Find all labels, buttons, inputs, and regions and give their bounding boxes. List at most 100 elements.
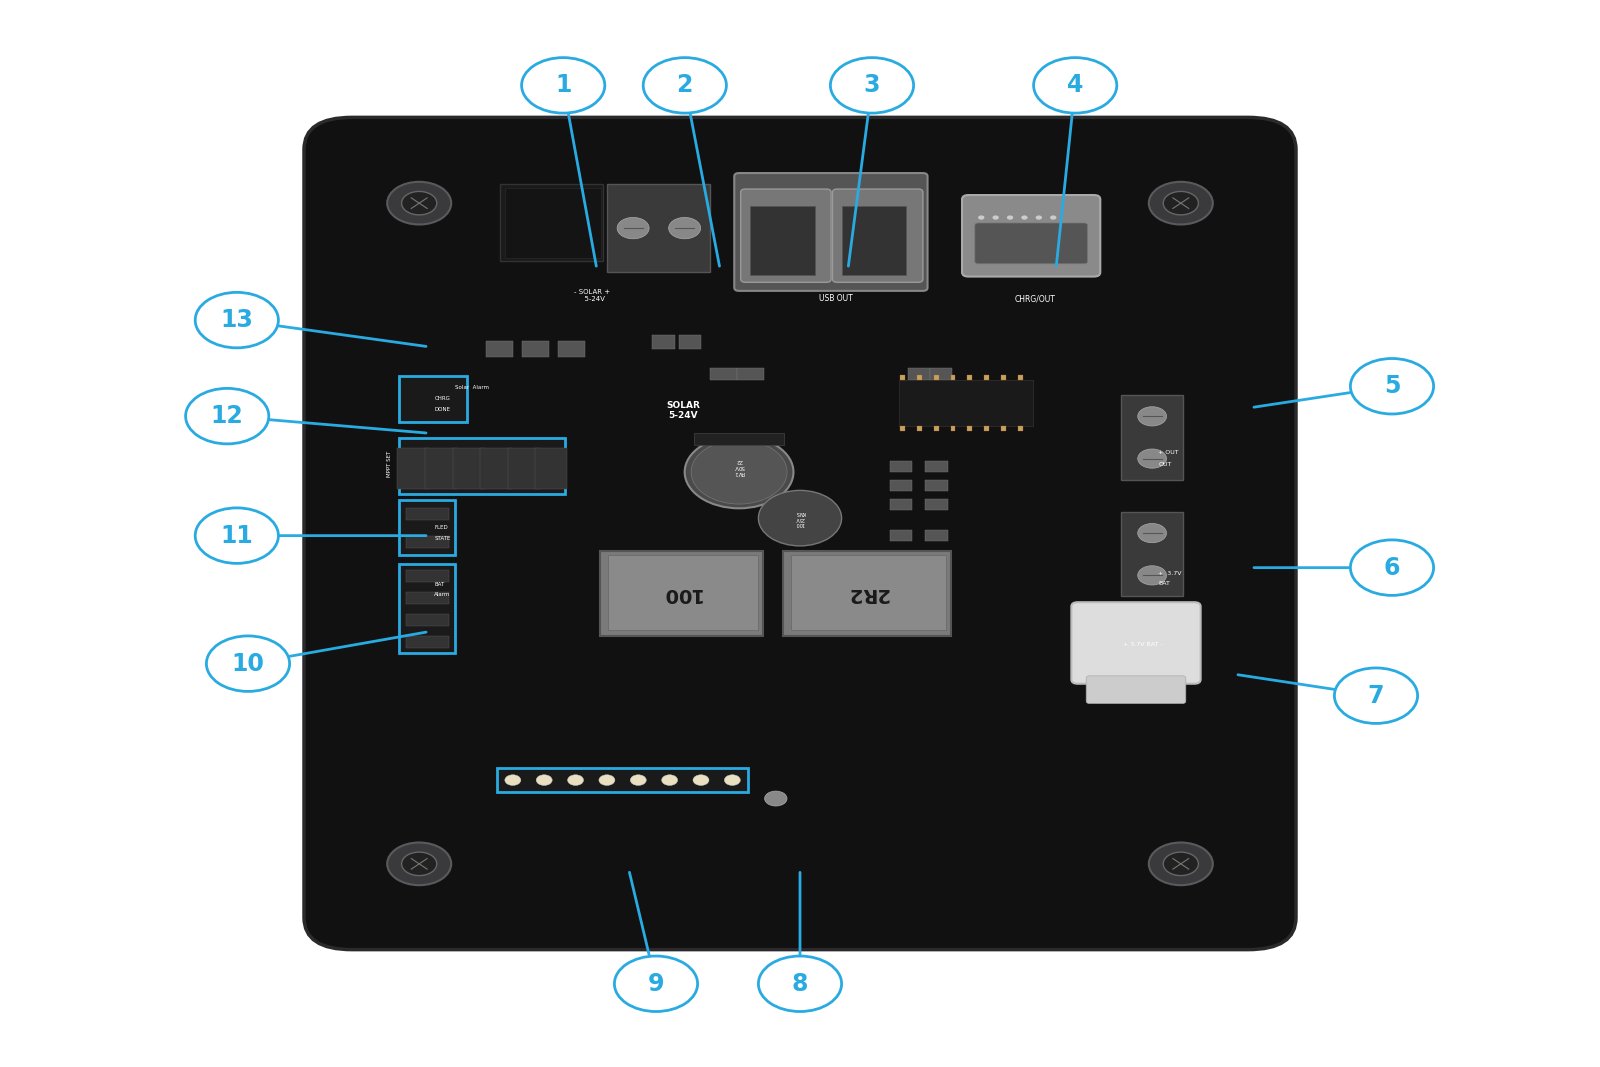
FancyBboxPatch shape — [1072, 602, 1200, 684]
Circle shape — [1138, 566, 1166, 585]
Text: BAT: BAT — [1158, 580, 1170, 586]
FancyBboxPatch shape — [917, 375, 922, 380]
Circle shape — [758, 956, 842, 1012]
FancyBboxPatch shape — [600, 551, 763, 636]
Text: 11: 11 — [221, 524, 253, 547]
Circle shape — [387, 843, 451, 886]
FancyBboxPatch shape — [984, 375, 989, 380]
FancyBboxPatch shape — [792, 555, 946, 631]
FancyBboxPatch shape — [950, 375, 955, 380]
Circle shape — [1006, 216, 1013, 220]
FancyBboxPatch shape — [968, 375, 973, 380]
FancyBboxPatch shape — [400, 499, 454, 555]
Circle shape — [598, 775, 614, 785]
Circle shape — [992, 216, 998, 220]
Circle shape — [402, 191, 437, 214]
Text: DONE: DONE — [435, 408, 451, 412]
Circle shape — [206, 636, 290, 691]
FancyBboxPatch shape — [498, 768, 749, 793]
Circle shape — [536, 775, 552, 785]
FancyBboxPatch shape — [738, 368, 765, 380]
FancyBboxPatch shape — [304, 117, 1296, 950]
FancyBboxPatch shape — [653, 335, 675, 349]
Circle shape — [1035, 216, 1042, 220]
FancyBboxPatch shape — [406, 615, 448, 626]
Circle shape — [765, 791, 787, 806]
Text: 5: 5 — [1384, 375, 1400, 398]
Circle shape — [1138, 524, 1166, 543]
Circle shape — [1034, 58, 1117, 113]
Text: BAT: BAT — [435, 582, 445, 587]
Text: 12: 12 — [211, 404, 243, 428]
Circle shape — [1163, 853, 1198, 876]
FancyBboxPatch shape — [499, 184, 603, 260]
Circle shape — [1334, 668, 1418, 723]
Circle shape — [1163, 191, 1198, 214]
FancyBboxPatch shape — [784, 551, 950, 636]
Text: 7: 7 — [1368, 684, 1384, 707]
Circle shape — [522, 58, 605, 113]
Circle shape — [195, 508, 278, 563]
Circle shape — [669, 218, 701, 239]
FancyBboxPatch shape — [1018, 426, 1022, 431]
FancyBboxPatch shape — [426, 448, 458, 490]
Circle shape — [1138, 407, 1166, 426]
FancyBboxPatch shape — [974, 223, 1088, 264]
Text: - SOLAR +
  5-24V: - SOLAR + 5-24V — [574, 289, 610, 302]
FancyBboxPatch shape — [962, 195, 1101, 276]
FancyBboxPatch shape — [907, 368, 930, 380]
Circle shape — [1350, 359, 1434, 414]
Circle shape — [693, 775, 709, 785]
FancyBboxPatch shape — [536, 448, 568, 490]
Circle shape — [685, 435, 794, 508]
FancyBboxPatch shape — [694, 432, 784, 445]
FancyBboxPatch shape — [480, 448, 512, 490]
Circle shape — [195, 292, 278, 348]
Text: MPPT SET: MPPT SET — [387, 451, 392, 478]
FancyBboxPatch shape — [899, 380, 1034, 426]
Text: USB OUT: USB OUT — [819, 294, 853, 303]
FancyBboxPatch shape — [507, 448, 539, 490]
Circle shape — [387, 181, 451, 224]
FancyBboxPatch shape — [608, 184, 710, 272]
Text: CHRG/OUT: CHRG/OUT — [1014, 294, 1054, 303]
FancyBboxPatch shape — [710, 368, 738, 380]
FancyBboxPatch shape — [486, 341, 514, 356]
FancyBboxPatch shape — [950, 426, 955, 431]
Text: 100
25V
KNS: 100 25V KNS — [795, 510, 805, 526]
Text: 1: 1 — [555, 74, 571, 97]
Circle shape — [1138, 449, 1166, 468]
FancyBboxPatch shape — [400, 439, 565, 494]
Text: STATE: STATE — [435, 537, 451, 541]
Text: 2R2: 2R2 — [846, 584, 888, 603]
FancyBboxPatch shape — [608, 555, 758, 631]
FancyBboxPatch shape — [741, 189, 830, 283]
FancyBboxPatch shape — [925, 499, 947, 510]
Circle shape — [186, 388, 269, 444]
FancyBboxPatch shape — [832, 189, 923, 283]
Text: 13: 13 — [221, 308, 253, 332]
Circle shape — [402, 853, 437, 876]
FancyBboxPatch shape — [842, 206, 906, 275]
FancyBboxPatch shape — [750, 206, 814, 275]
Text: CHRG: CHRG — [435, 396, 450, 401]
FancyBboxPatch shape — [1002, 426, 1006, 431]
FancyBboxPatch shape — [397, 448, 429, 490]
Circle shape — [1350, 540, 1434, 595]
Text: Alarm: Alarm — [435, 592, 451, 598]
FancyBboxPatch shape — [406, 570, 448, 582]
FancyBboxPatch shape — [406, 536, 448, 547]
Circle shape — [618, 218, 650, 239]
FancyBboxPatch shape — [678, 335, 701, 349]
FancyBboxPatch shape — [406, 508, 448, 520]
FancyBboxPatch shape — [400, 564, 454, 653]
FancyBboxPatch shape — [901, 426, 906, 431]
FancyBboxPatch shape — [1002, 375, 1006, 380]
Text: RV1
50V
22: RV1 50V 22 — [734, 459, 744, 475]
FancyBboxPatch shape — [925, 461, 947, 472]
Circle shape — [1149, 181, 1213, 224]
FancyBboxPatch shape — [890, 499, 912, 510]
Circle shape — [614, 956, 698, 1012]
Circle shape — [758, 491, 842, 546]
FancyBboxPatch shape — [1018, 375, 1022, 380]
